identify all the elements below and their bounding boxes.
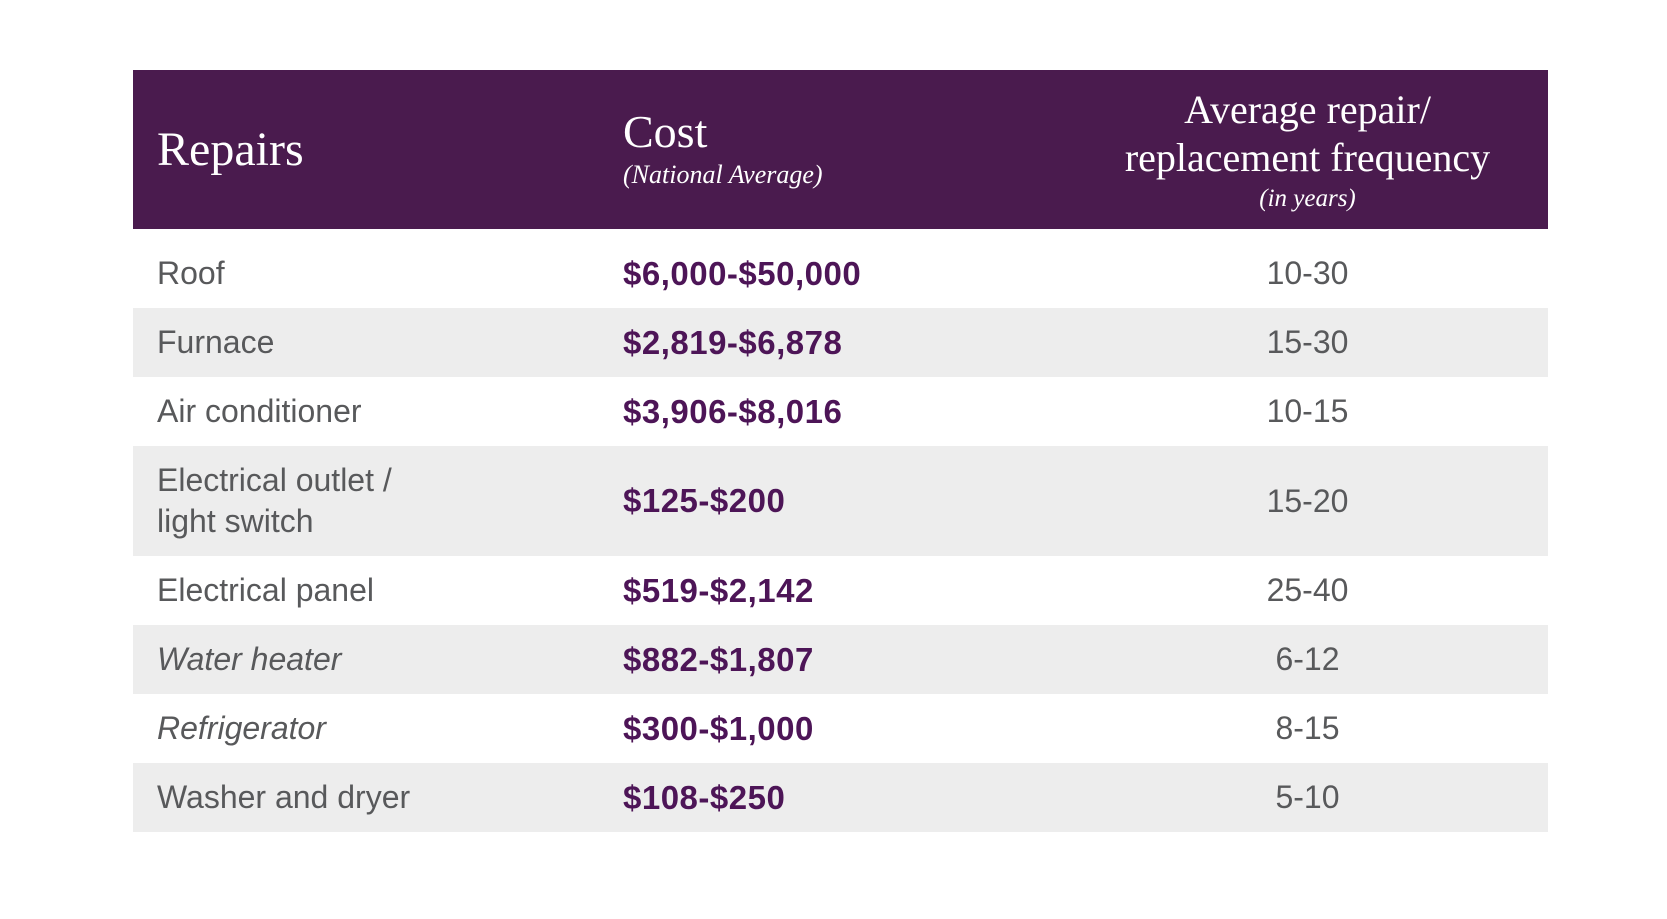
cell-cost-value: $882-$1,807 bbox=[623, 640, 814, 678]
cell-repair-name: Electrical panel bbox=[133, 556, 623, 625]
cell-cost-value: $6,000-$50,000 bbox=[623, 254, 862, 292]
repair-name-text: Washer and dryer bbox=[157, 779, 411, 815]
frequency-column-title-line1: Average repair/ bbox=[1184, 87, 1431, 132]
cell-repair-name: Air conditioner bbox=[133, 377, 623, 446]
cell-cost-value: $108-$250 bbox=[623, 778, 786, 816]
cell-frequency-value: 15-30 bbox=[1266, 324, 1349, 360]
repair-name-text: Electrical panel bbox=[157, 572, 374, 608]
cell-cost-value: $300-$1,000 bbox=[623, 709, 814, 747]
cell-frequency-value: 10-30 bbox=[1266, 255, 1349, 291]
table-row: Electrical outlet / light switch $125-$2… bbox=[133, 446, 1548, 556]
cell-repair-name: Roof bbox=[133, 239, 623, 308]
table-header-row: Repairs Cost (National Average) Average … bbox=[133, 70, 1548, 229]
cell-frequency-value: 15-20 bbox=[1266, 482, 1349, 519]
frequency-column-subtitle: (in years) bbox=[1259, 185, 1356, 212]
cell-repair-name: Refrigerator bbox=[133, 694, 623, 763]
cell-repair-name: Electrical outlet / light switch bbox=[133, 446, 623, 556]
cell-cost-value: $3,906-$8,016 bbox=[623, 392, 843, 430]
table-row: Roof $6,000-$50,000 10-30 bbox=[133, 239, 1548, 308]
cell-cost-value: $2,819-$6,878 bbox=[623, 323, 843, 361]
frequency-column-title-line2: replacement frequency bbox=[1124, 135, 1491, 180]
table-row: Water heater $882-$1,807 6-12 bbox=[133, 625, 1548, 694]
repair-name-text: Furnace bbox=[157, 324, 275, 360]
home-repair-cost-table: Repairs Cost (National Average) Average … bbox=[133, 70, 1548, 832]
repair-name-text: Refrigerator bbox=[157, 710, 326, 746]
cell-frequency-value: 25-40 bbox=[1266, 572, 1349, 608]
cell-repair-name: Washer and dryer bbox=[133, 763, 623, 832]
table-row: Refrigerator $300-$1,000 8-15 bbox=[133, 694, 1548, 763]
cell-frequency-value: 10-15 bbox=[1266, 393, 1349, 429]
cell-repair-name: Furnace bbox=[133, 308, 623, 377]
header-cell-cost: Cost (National Average) bbox=[623, 70, 1067, 229]
repair-name-text: Air conditioner bbox=[157, 393, 362, 429]
cell-cost-value: $519-$2,142 bbox=[623, 571, 814, 609]
table-row: Washer and dryer $108-$250 5-10 bbox=[133, 763, 1548, 832]
table-body: Roof $6,000-$50,000 10-30 Furnace $2,819… bbox=[133, 229, 1548, 832]
header-cell-frequency: Average repair/ replacement frequency (i… bbox=[1067, 70, 1548, 229]
cell-repair-name: Water heater bbox=[133, 625, 623, 694]
table-row: Furnace $2,819-$6,878 15-30 bbox=[133, 308, 1548, 377]
cell-cost-value: $125-$200 bbox=[623, 482, 786, 519]
repair-name-text: Electrical outlet / bbox=[157, 462, 392, 498]
cost-column-title: Cost bbox=[623, 106, 708, 157]
repairs-column-title: Repairs bbox=[157, 122, 304, 176]
cell-frequency-value: 5-10 bbox=[1275, 779, 1340, 815]
cost-column-subtitle: (National Average) bbox=[623, 160, 823, 189]
cell-frequency-value: 6-12 bbox=[1275, 641, 1340, 677]
repair-name-text: Water heater bbox=[157, 641, 342, 677]
repair-name-text: Roof bbox=[157, 255, 225, 291]
table-row: Air conditioner $3,906-$8,016 10-15 bbox=[133, 377, 1548, 446]
header-cell-repairs: Repairs bbox=[133, 70, 623, 229]
table-row: Electrical panel $519-$2,142 25-40 bbox=[133, 556, 1548, 625]
repair-name-text-line2: light switch bbox=[157, 503, 314, 539]
cell-frequency-value: 8-15 bbox=[1275, 710, 1340, 746]
